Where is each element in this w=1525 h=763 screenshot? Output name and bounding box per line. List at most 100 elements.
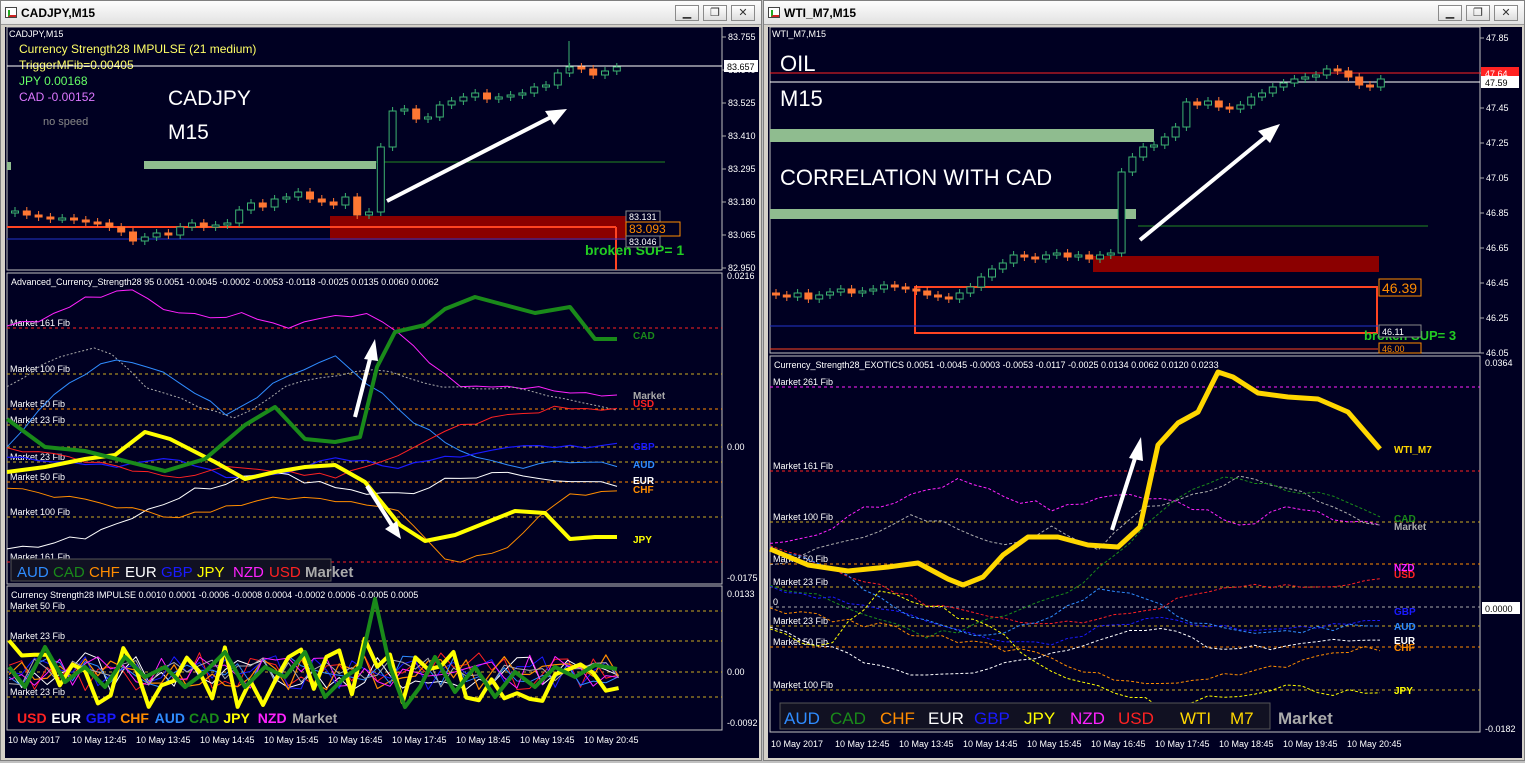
price-tick: 46.85 [1486, 208, 1509, 218]
currency-label-usd: USD [1394, 570, 1415, 581]
legend-item-nzd[interactable]: NZD [258, 710, 287, 726]
jpy-line [769, 590, 1381, 709]
wti-chart-canvas[interactable]: WTI_M7,M15 OIL M15 CORRELATION WITH CAD … [768, 26, 1522, 758]
legend-item-cad[interactable]: CAD [830, 709, 866, 728]
candle-body [869, 288, 878, 292]
candle-body [530, 86, 539, 94]
legend-item-wti[interactable]: WTI [1180, 709, 1211, 728]
aud-line [6, 355, 618, 469]
candle-body [494, 96, 503, 100]
price-tick: 47.25 [1486, 138, 1509, 148]
candle-body [471, 92, 480, 98]
legend-item-chf[interactable]: CHF [89, 564, 120, 581]
legend-item-gbp[interactable]: GBP [161, 564, 193, 581]
currency-legend[interactable]: AUD CAD CHF EUR GBP JPY NZD USD WTI M7 Market [779, 702, 1333, 730]
price-tick: 83.755 [728, 32, 756, 42]
fib-label: Market 23 Fib [773, 577, 828, 587]
price-tick: 46.25 [1486, 313, 1509, 323]
fib-label: Market 23 Fib [10, 415, 65, 425]
legend-item-eur[interactable]: EUR [928, 709, 964, 728]
legend-item-m7[interactable]: M7 [1230, 709, 1254, 728]
legend-item-eur[interactable]: EUR [125, 564, 157, 581]
legend-item-gbp[interactable]: GBP [86, 710, 116, 726]
legend-item-nzd[interactable]: NZD [1070, 709, 1105, 728]
time-label: 10 May 20:45 [1347, 739, 1402, 749]
candle-body [365, 211, 373, 216]
close-button[interactable]: ✕ [1494, 5, 1518, 21]
window-titlebar[interactable]: CADJPY,M15 ▁ ❐ ✕ [1, 1, 761, 25]
legend-item-jpy[interactable]: JPY [1024, 709, 1055, 728]
candle-body [553, 72, 562, 86]
value-tick: -0.0175 [727, 573, 758, 583]
candle-body [1376, 78, 1385, 88]
fib-label: Market 23 Fib [10, 452, 65, 462]
legend-item-aud[interactable]: AUD [784, 709, 820, 728]
restore-button[interactable]: ❐ [1466, 5, 1490, 21]
cadjpy-chart-canvas[interactable]: CADJPY,M15 Currency Strength28 IMPULSE (… [5, 26, 759, 758]
candle-body [955, 292, 964, 300]
indicator-header: Advanced_Currency_Strength28 95 0.0051 -… [11, 277, 439, 287]
candle-body [1074, 254, 1083, 258]
legend-item-usd[interactable]: USD [1118, 709, 1154, 728]
time-label: 10 May 15:45 [1027, 739, 1082, 749]
currency-legend[interactable]: AUD CAD CHF EUR GBP JPY NZD USD Market [10, 558, 353, 582]
legend-item-usd[interactable]: USD [17, 710, 47, 726]
exotics-strength-pane[interactable]: Currency_Strength28_EXOTICS 0.0051 -0.00… [769, 355, 1520, 734]
supply-zone-lower [770, 209, 1136, 219]
legend-item-market[interactable]: Market [292, 710, 337, 726]
info-line-jpy: JPY 0.00168 [19, 74, 88, 88]
time-label: 10 May 13:45 [899, 739, 954, 749]
time-axis[interactable]: 10 May 2017 10 May 12:45 10 May 13:45 10 Ma… [8, 735, 639, 745]
candle-body [376, 146, 385, 213]
candle-body [923, 290, 932, 296]
minimize-button[interactable]: ▁ [675, 5, 699, 21]
legend-item-nzd[interactable]: NZD [233, 564, 264, 581]
chart-window-wti[interactable]: WTI_M7,M15 ▁ ❐ ✕ WTI_M7,M15 OIL M15 CORR… [763, 0, 1525, 761]
fib-label: Market 100 Fib [10, 507, 70, 517]
legend-item-chf[interactable]: CHF [880, 709, 915, 728]
close-button[interactable]: ✕ [731, 5, 755, 21]
time-label: 10 May 17:45 [392, 735, 447, 745]
legend-item-cad[interactable]: CAD [189, 710, 219, 726]
impulse-pane[interactable]: Currency Strength28 IMPULSE 0.0010 0.000… [6, 585, 758, 731]
chart-window-cadjpy[interactable]: CADJPY,M15 ▁ ❐ ✕ CADJPY,M15 Currency Str… [0, 0, 762, 761]
wti-line [769, 369, 1382, 588]
candle-body [1182, 101, 1191, 128]
legend-item-chf[interactable]: CHF [120, 710, 149, 726]
legend-item-gbp[interactable]: GBP [974, 709, 1010, 728]
price-pane[interactable]: CADJPY,M15 Currency Strength28 IMPULSE (… [6, 26, 758, 273]
restore-button[interactable]: ❐ [703, 5, 727, 21]
legend-item-market[interactable]: Market [1278, 709, 1333, 728]
candle-body [58, 217, 67, 221]
fib-label: Market 261 Fib [773, 377, 833, 387]
legend-item-market[interactable]: Market [305, 564, 353, 581]
legend-item-cad[interactable]: CAD [53, 564, 85, 581]
strength-lines [769, 369, 1382, 709]
candle-body [826, 291, 834, 296]
candle-body [1312, 74, 1320, 78]
legend-item-usd[interactable]: USD [269, 564, 301, 581]
fib-label: Market 23 Fib [10, 687, 65, 697]
minimize-button[interactable]: ▁ [1438, 5, 1462, 21]
bid-price-tag: 47.59 [1485, 78, 1508, 88]
price-tick: 46.05 [1486, 348, 1509, 358]
advanced-strength-pane[interactable]: Advanced_Currency_Strength28 95 0.0051 -… [5, 271, 758, 585]
impulse-legend[interactable]: USD EUR GBP CHF AUD CAD JPY NZD Market [17, 710, 338, 726]
legend-item-jpy[interactable]: JPY [197, 564, 225, 581]
time-axis[interactable]: 10 May 2017 10 May 12:45 10 May 13:45 10 Ma… [771, 739, 1402, 749]
candle-body [1366, 84, 1374, 88]
candle-body [81, 219, 90, 223]
candle-body [1301, 76, 1310, 80]
strength-lines [5, 289, 618, 563]
price-tick: 46.45 [1486, 278, 1509, 288]
market-line [769, 475, 1381, 566]
legend-item-aud[interactable]: AUD [17, 564, 49, 581]
candle-body [270, 198, 279, 208]
window-titlebar[interactable]: WTI_M7,M15 ▁ ❐ ✕ [764, 1, 1524, 25]
legend-item-aud[interactable]: AUD [155, 710, 185, 726]
legend-item-jpy[interactable]: JPY [223, 710, 250, 726]
price-pane[interactable]: WTI_M7,M15 OIL M15 CORRELATION WITH CAD … [769, 26, 1519, 358]
legend-item-eur[interactable]: EUR [51, 710, 81, 726]
chf-line [6, 487, 618, 563]
